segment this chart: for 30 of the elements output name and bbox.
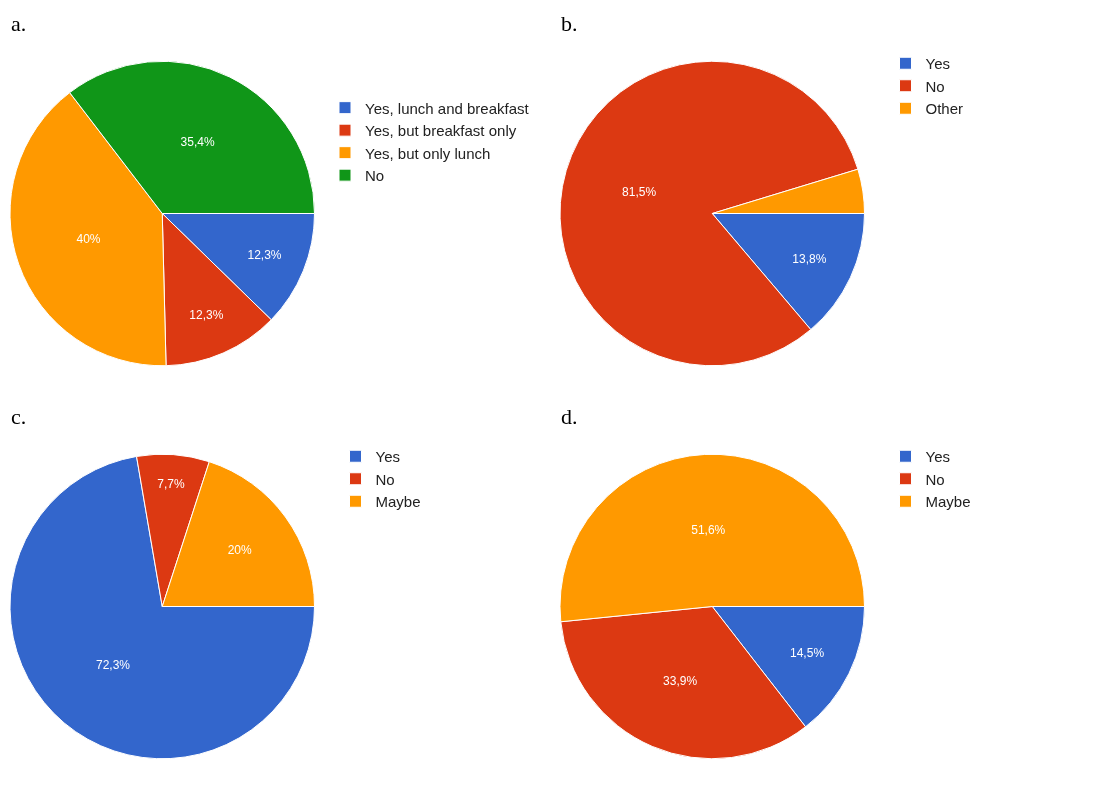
legend-label: Yes	[925, 448, 950, 466]
legend-label: Yes, but only lunch	[365, 144, 491, 162]
data-label: 7,7%	[157, 476, 185, 491]
chart-title: b.	[560, 11, 578, 36]
data-label: 72,3%	[96, 657, 131, 672]
data-label: 81,5%	[622, 185, 657, 200]
legend-label: Yes	[375, 448, 400, 466]
data-label: 13,8%	[792, 251, 827, 266]
data-label: 12,3%	[247, 248, 282, 263]
legend-label: Maybe	[375, 493, 421, 511]
legend-label: No	[925, 77, 945, 95]
legend-label: Yes, lunch and breakfast	[365, 99, 530, 117]
data-label: 12,3%	[189, 307, 224, 322]
legend-label: No	[375, 470, 395, 488]
legend-label: No	[925, 470, 945, 488]
legend-label: Yes	[925, 55, 950, 73]
data-label: 35,4%	[180, 134, 215, 149]
legend-label: No	[365, 167, 385, 184]
legend-label: Maybe	[925, 493, 971, 511]
legend-label: Other	[925, 100, 964, 118]
chart-title: c.	[10, 404, 27, 429]
data-label: 33,9%	[663, 674, 698, 689]
legend-label: Yes, but breakfast only	[365, 122, 517, 139]
chart-title: d.	[560, 404, 578, 429]
data-label: 14,5%	[790, 646, 825, 661]
data-label: 51,6%	[691, 523, 726, 538]
chart-title: a.	[10, 11, 27, 36]
data-label: 40%	[76, 232, 101, 247]
data-label: 20%	[227, 543, 252, 558]
pie-slice	[9, 455, 315, 760]
